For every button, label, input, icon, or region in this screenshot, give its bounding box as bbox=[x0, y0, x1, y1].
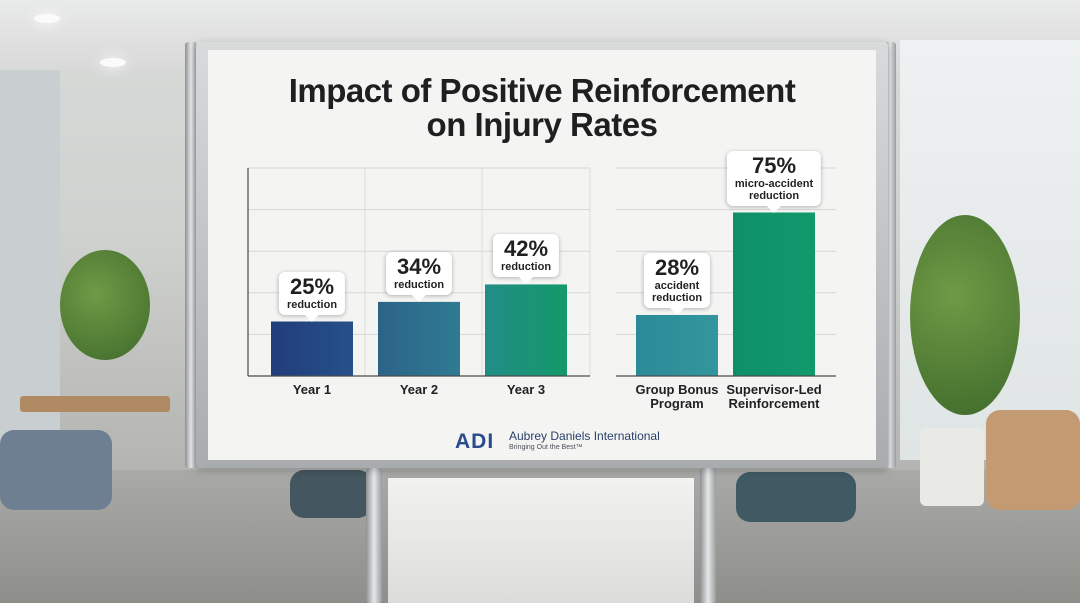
data-label: 42% reduction bbox=[492, 234, 560, 285]
data-label-value: 25% bbox=[289, 273, 335, 299]
data-label-caption: reduction bbox=[748, 189, 800, 202]
category-label: Year 1 bbox=[293, 383, 331, 397]
office-chair bbox=[290, 470, 372, 518]
category-label-line: Year 2 bbox=[399, 382, 439, 397]
data-label-caption: reduction bbox=[286, 298, 338, 311]
bars bbox=[271, 212, 815, 376]
category-label-line: Group Bonus bbox=[635, 382, 719, 397]
logo-company-name: Aubrey Daniels International bbox=[509, 429, 660, 443]
office-chair bbox=[736, 472, 856, 522]
data-label: 34% reduction bbox=[385, 251, 453, 302]
category-label-line: Program bbox=[650, 396, 704, 411]
ceiling-light bbox=[34, 14, 60, 23]
stand-post-right bbox=[700, 468, 716, 603]
data-label: 25% reduction bbox=[278, 271, 346, 322]
potted-plant bbox=[60, 250, 150, 360]
armchair bbox=[986, 410, 1080, 510]
data-label-value: 28% bbox=[654, 254, 700, 280]
bar-0-2 bbox=[485, 284, 567, 376]
data-label-caption: micro-accident bbox=[734, 177, 814, 190]
data-label-caption: accident bbox=[654, 279, 700, 292]
plant-pot bbox=[920, 428, 984, 506]
data-label-value: 75% bbox=[751, 152, 797, 178]
chart-title-line-1: Impact of Positive Reinforcement bbox=[288, 72, 796, 109]
desk bbox=[20, 396, 170, 412]
axes bbox=[247, 168, 836, 377]
category-label-line: Reinforcement bbox=[728, 396, 820, 411]
data-label-caption: reduction bbox=[500, 261, 552, 274]
chart-board: Impact of Positive Reinforcement on Inju… bbox=[208, 50, 876, 460]
stand-post-left-upper bbox=[185, 42, 197, 468]
category-label-line: Supervisor-Led bbox=[726, 382, 822, 397]
stand-panel bbox=[388, 478, 694, 603]
stand-post-left bbox=[366, 468, 382, 603]
category-label: Year 2 bbox=[400, 383, 438, 397]
chart-title: Impact of Positive Reinforcement on Inju… bbox=[208, 74, 876, 142]
category-label: Year 3 bbox=[507, 383, 545, 397]
data-label: 75% micro-accident reduction bbox=[726, 150, 822, 213]
bar-chart-canvas bbox=[247, 167, 836, 377]
office-window bbox=[0, 70, 60, 490]
data-label: 28% accident reduction bbox=[643, 252, 711, 315]
logo-mark: ADI bbox=[455, 430, 495, 453]
chart-title-line-2: on Injury Rates bbox=[426, 106, 658, 143]
data-label-value: 42% bbox=[503, 236, 549, 262]
armchair bbox=[0, 430, 112, 510]
bar-1-1 bbox=[733, 212, 815, 376]
bar-0-1 bbox=[378, 301, 460, 376]
category-label-line: Year 3 bbox=[506, 382, 546, 397]
data-label-caption: reduction bbox=[393, 278, 445, 291]
logo-tagline: Bringing Out the Best™ bbox=[509, 444, 583, 451]
data-label-caption: reduction bbox=[651, 291, 703, 304]
category-label: Supervisor-Led Reinforcement bbox=[726, 383, 821, 411]
data-label-value: 34% bbox=[396, 253, 442, 279]
bar-0-0 bbox=[271, 321, 353, 376]
ceiling-light bbox=[100, 58, 126, 67]
category-label: Group Bonus Program bbox=[635, 383, 718, 411]
category-label-line: Year 1 bbox=[292, 382, 332, 397]
bar-1-0 bbox=[636, 314, 718, 376]
potted-plant bbox=[910, 215, 1020, 415]
